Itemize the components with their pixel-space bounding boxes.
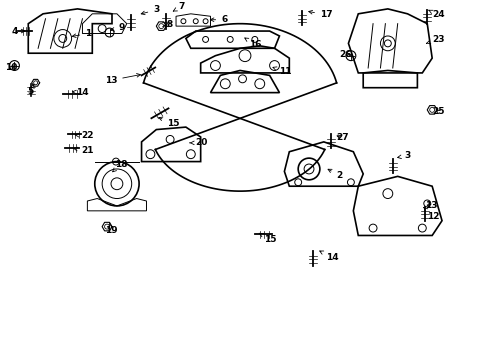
Text: 27: 27 xyxy=(336,134,348,143)
Text: 23: 23 xyxy=(426,35,444,44)
Text: 4: 4 xyxy=(11,27,25,36)
Text: 8: 8 xyxy=(164,20,173,29)
Text: 19: 19 xyxy=(104,223,117,235)
Text: 12: 12 xyxy=(423,207,439,221)
Text: 7: 7 xyxy=(173,2,185,11)
Text: 13: 13 xyxy=(104,73,140,85)
Text: 16: 16 xyxy=(244,38,261,49)
Text: 3: 3 xyxy=(141,5,159,15)
Text: 26: 26 xyxy=(339,50,351,59)
Text: 18: 18 xyxy=(112,159,127,172)
Text: 25: 25 xyxy=(431,107,444,116)
Text: 20: 20 xyxy=(189,138,207,147)
Text: 9: 9 xyxy=(110,23,125,32)
Text: 14: 14 xyxy=(72,88,89,97)
Text: 1: 1 xyxy=(72,29,91,38)
Text: 21: 21 xyxy=(74,146,93,155)
Text: 3: 3 xyxy=(397,151,410,160)
Text: 2: 2 xyxy=(327,169,342,180)
Text: 10: 10 xyxy=(5,63,17,72)
Text: 14: 14 xyxy=(319,251,338,262)
Text: 17: 17 xyxy=(308,10,332,19)
Text: 11: 11 xyxy=(272,67,291,76)
Text: 24: 24 xyxy=(428,10,444,19)
Text: 22: 22 xyxy=(75,131,93,140)
Text: 15: 15 xyxy=(259,233,276,244)
Text: 6: 6 xyxy=(210,15,227,24)
Text: 15: 15 xyxy=(159,117,180,128)
Text: 5: 5 xyxy=(27,84,34,96)
Text: 13: 13 xyxy=(424,201,437,210)
